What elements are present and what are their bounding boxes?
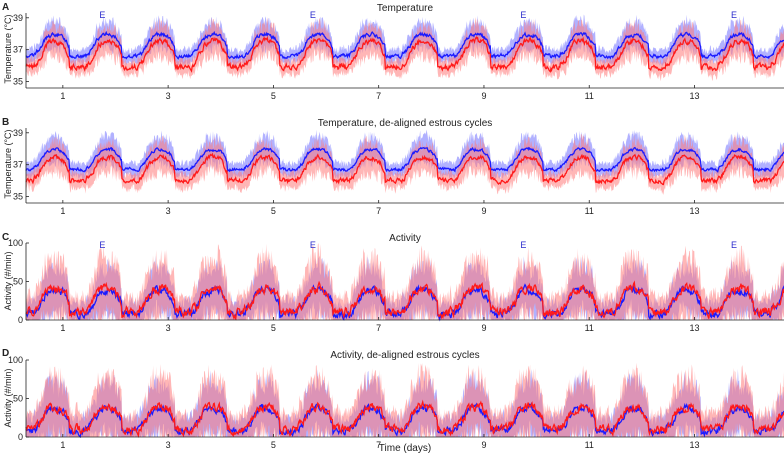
panel-a-title: Temperature (377, 3, 434, 14)
x-tick-label: 9 (481, 91, 486, 101)
series-line-blue (25, 146, 784, 173)
series-line-red (25, 399, 784, 439)
x-tick-label: 3 (166, 206, 171, 216)
x-tick-label: 7 (376, 323, 381, 333)
x-tick-label: 7 (376, 91, 381, 101)
panel-b-ylabel: Temperature (°C) (3, 129, 13, 198)
y-tick-label: 100 (8, 355, 23, 365)
panel-b: B Temperature, de-aligned estrous cycles… (2, 117, 784, 216)
panel-a-letter: A (2, 2, 9, 13)
panel-a-ylabel: Temperature (°C) (3, 14, 13, 83)
panel-d: D Activity, de-aligned estrous cycles Ac… (2, 348, 784, 450)
x-tick-label: 3 (166, 91, 171, 101)
panel-c-ylabel: Activity (#/min) (3, 251, 13, 310)
series-line-red (25, 280, 784, 321)
band-red (26, 133, 784, 196)
x-tick-label: 9 (481, 440, 486, 450)
estrus-marker: E (310, 10, 316, 20)
x-tick-label: 13 (690, 206, 700, 216)
x-tick-label: 5 (271, 440, 276, 450)
x-tick-label: 11 (585, 440, 594, 450)
x-tick-label: 13 (690, 440, 700, 450)
panel-c-title: Activity (389, 233, 421, 244)
panel-d-letter: D (2, 348, 9, 359)
panel-d-ylabel: Activity (#/min) (3, 368, 13, 427)
x-tick-label: 5 (271, 91, 276, 101)
x-tick-label: 11 (585, 323, 594, 333)
x-tick-label: 9 (481, 206, 486, 216)
x-tick-label: 9 (481, 323, 486, 333)
series-line-red (25, 152, 784, 186)
y-tick-label: 35 (13, 192, 23, 202)
y-tick-label: 37 (13, 160, 23, 170)
x-tick-label: 5 (271, 206, 276, 216)
band-red (26, 16, 784, 82)
x-tick-label: 5 (271, 323, 276, 333)
estrus-marker: E (99, 240, 105, 250)
series-line-blue (25, 30, 784, 61)
y-tick-label: 0 (18, 432, 23, 442)
y-tick-label: 37 (13, 45, 23, 55)
y-tick-label: 39 (13, 128, 23, 138)
x-axis-label: Time (days) (379, 443, 431, 454)
panel-b-letter: B (2, 117, 9, 128)
estrus-marker: E (99, 10, 105, 20)
y-tick-label: 35 (13, 77, 23, 87)
x-tick-label: 1 (60, 440, 65, 450)
y-tick-label: 50 (13, 277, 23, 287)
x-tick-label: 3 (166, 440, 171, 450)
x-tick-label: 11 (585, 206, 594, 216)
y-tick-label: 50 (13, 394, 23, 404)
estrus-marker: E (520, 240, 526, 250)
x-tick-label: 13 (690, 91, 700, 101)
x-tick-label: 1 (60, 206, 65, 216)
panel-d-title: Activity, de-aligned estrous cycles (330, 350, 479, 361)
x-tick-label: 7 (376, 206, 381, 216)
x-tick-label: 13 (690, 323, 700, 333)
estrus-marker: E (731, 240, 737, 250)
panel-b-title: Temperature, de-aligned estrous cycles (318, 118, 493, 129)
estrus-marker: E (520, 10, 526, 20)
series-line-red (25, 35, 784, 73)
y-tick-label: 0 (18, 315, 23, 325)
estrus-marker: E (310, 240, 316, 250)
x-tick-label: 1 (60, 91, 65, 101)
x-tick-label: 11 (585, 91, 594, 101)
y-tick-label: 100 (8, 238, 23, 248)
estrus-marker: E (731, 10, 737, 20)
x-tick-label: 3 (166, 323, 171, 333)
x-tick-label: 7 (376, 440, 381, 450)
x-tick-label: 1 (60, 323, 65, 333)
panel-c-letter: C (2, 232, 9, 243)
y-tick-label: 39 (13, 13, 23, 23)
